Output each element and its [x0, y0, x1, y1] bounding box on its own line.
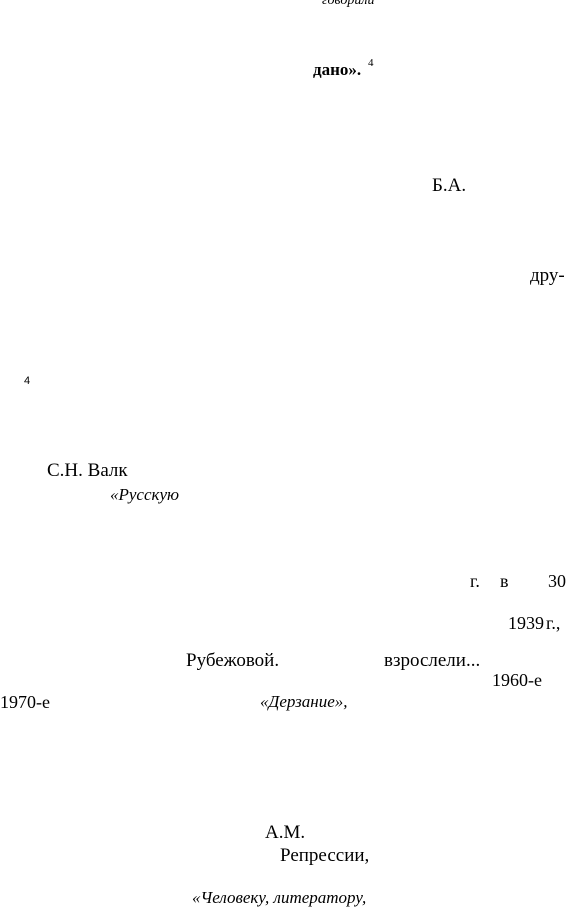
footnote-number: 4 — [24, 375, 31, 387]
word: Репрессии, — [280, 845, 370, 866]
word: взрослели... — [384, 650, 481, 671]
word: дано». — [313, 60, 362, 79]
word: говорили — [322, 0, 375, 8]
word: г., — [546, 613, 561, 633]
word: «Человеку, литератору, — [192, 888, 367, 907]
word: дру- — [530, 265, 565, 286]
word: в — [500, 571, 509, 591]
word: 30 — [548, 571, 566, 591]
word: А.М. — [265, 822, 306, 843]
word: 1970-е — [0, 692, 50, 712]
word: г. — [470, 571, 480, 591]
footnote-ref: 4 — [368, 57, 374, 69]
word: «Русскую — [110, 485, 180, 504]
word: «Дерзание», — [260, 692, 348, 711]
word: Б.А. — [432, 175, 467, 196]
word: Рубежовой. — [186, 650, 280, 671]
word: 1939 — [508, 613, 544, 633]
word: С.Н. Валк — [47, 460, 128, 481]
word: 1960-е — [492, 670, 542, 690]
